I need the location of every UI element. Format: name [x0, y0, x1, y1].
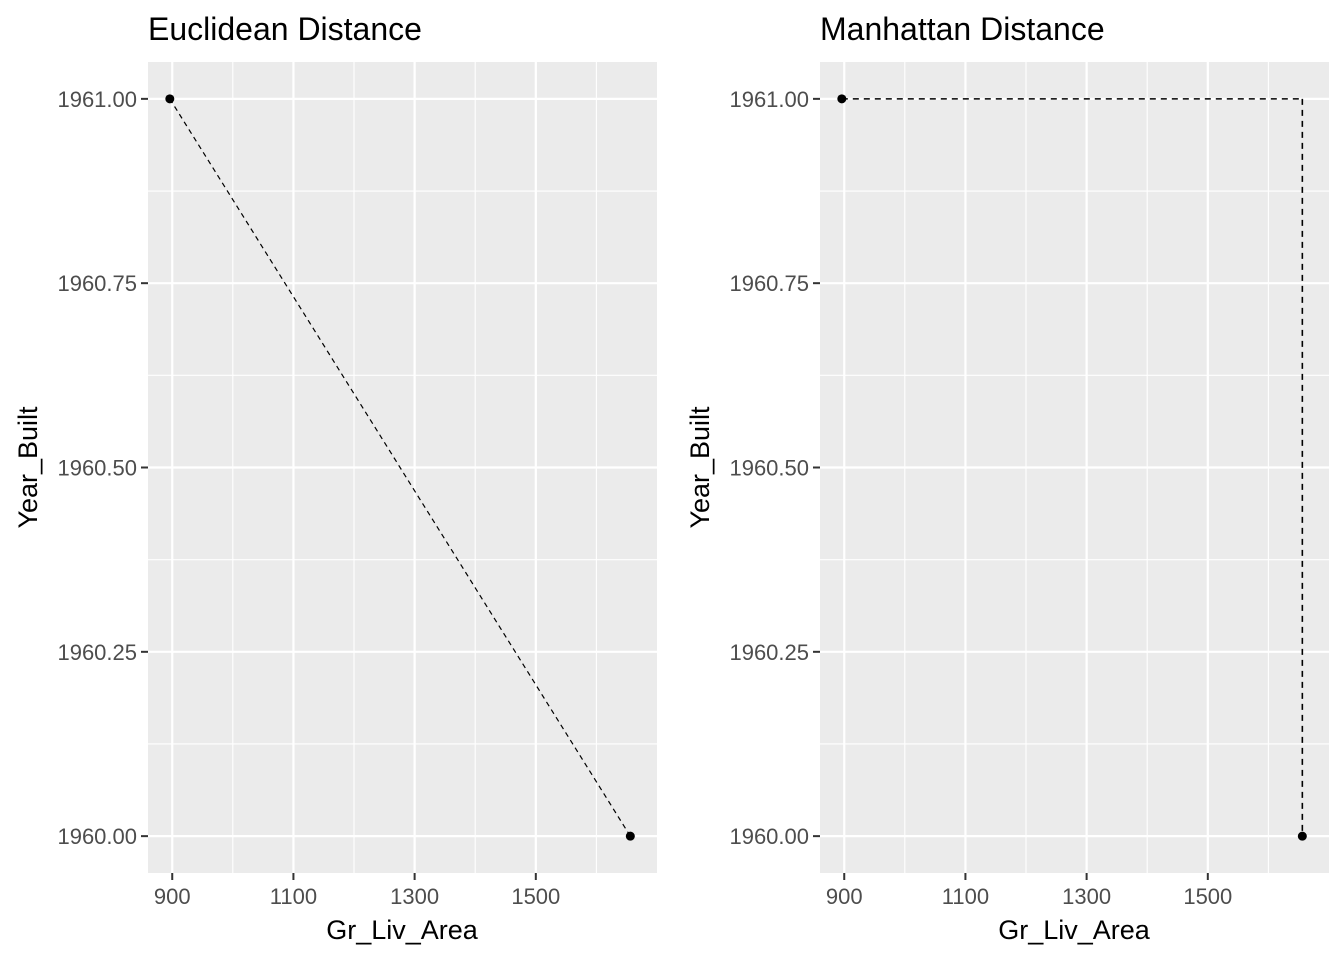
chart-title: Euclidean Distance: [148, 11, 422, 47]
data-point: [625, 831, 635, 841]
x-tick-label: 1500: [511, 884, 560, 909]
chart-euclidean: 900 1100 1300 1500 1960.00 1960.25 1960.50 1960…: [13, 11, 657, 945]
x-tick-label: 1300: [390, 884, 439, 909]
y-axis-title: Year_Built: [685, 406, 715, 529]
grid: [148, 62, 657, 873]
x-tick-label: 1500: [1183, 884, 1232, 909]
y-tick-label: 1960.50: [729, 456, 809, 481]
data-point: [165, 94, 175, 104]
chart-manhattan: 900 1100 1300 1500 1960.00 1960.25 1960.50 1960…: [685, 11, 1329, 945]
x-axis-title: Gr_Liv_Area: [998, 915, 1151, 945]
y-tick-label: 1961.00: [57, 87, 137, 112]
y-tick-label: 1960.50: [57, 456, 137, 481]
y-tick-label: 1960.00: [729, 824, 809, 849]
data-marks: [165, 94, 635, 841]
data-point: [837, 94, 847, 104]
y-tick-label: 1960.75: [729, 271, 809, 296]
axes: 900 1100 1300 1500 1960.00 1960.25 1960.50 1960…: [729, 87, 1232, 909]
x-tick-label: 1100: [942, 884, 989, 909]
distance-segment: [169, 98, 631, 837]
x-tick-label: 900: [154, 884, 191, 909]
data-point: [1297, 831, 1307, 841]
x-tick-label: 1300: [1062, 884, 1111, 909]
chart-title: Manhattan Distance: [820, 11, 1105, 47]
data-marks: [837, 94, 1307, 841]
y-tick-label: 1960.25: [57, 640, 137, 665]
x-axis-title: Gr_Liv_Area: [326, 915, 479, 945]
axes: 900 1100 1300 1500 1960.00 1960.25 1960.50 1960…: [57, 87, 560, 909]
y-tick-label: 1960.00: [57, 824, 137, 849]
grid: [820, 62, 1329, 873]
y-axis-title: Year_Built: [13, 406, 43, 529]
x-tick-label: 1100: [270, 884, 317, 909]
y-tick-label: 1960.75: [57, 271, 137, 296]
x-tick-label: 900: [826, 884, 863, 909]
y-tick-label: 1961.00: [729, 87, 809, 112]
y-tick-label: 1960.25: [729, 640, 809, 665]
